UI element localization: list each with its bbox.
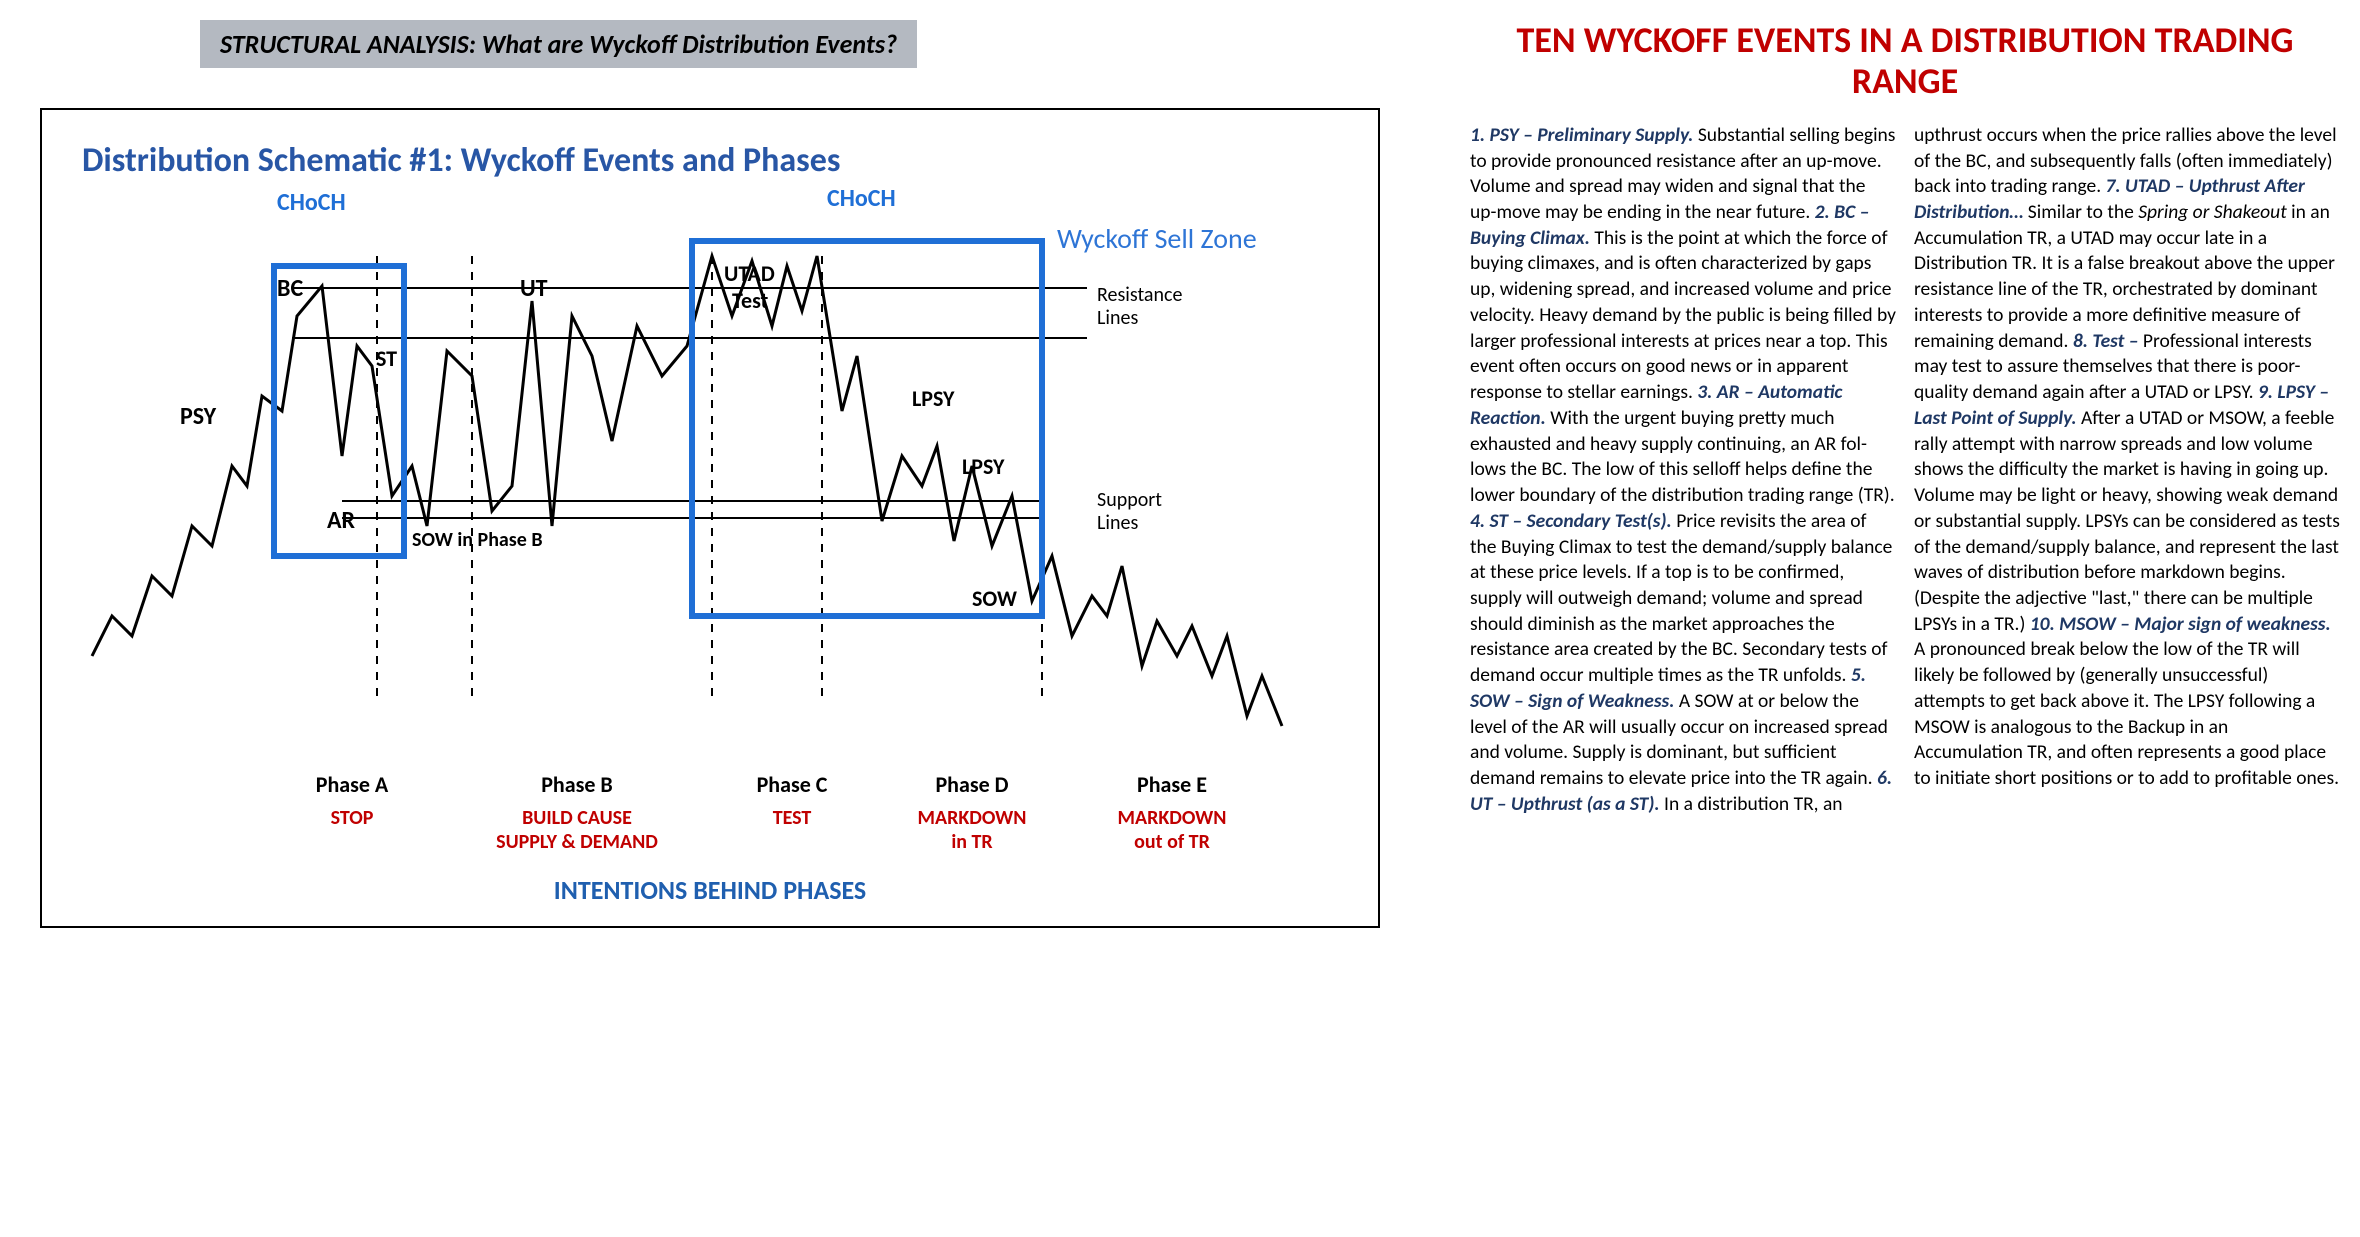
svg-text:LPSY: LPSY: [912, 385, 955, 412]
choch-label-2: CHoCH: [827, 184, 896, 213]
phase-name: Phase E: [1072, 771, 1272, 798]
phase-desc: BUILD CAUSESUPPLY & DEMAND: [442, 806, 712, 854]
events-text: 1. PSY – Preliminary Supply. Substantial…: [1470, 123, 2340, 818]
svg-text:SOW in Phase B: SOW in Phase B: [412, 528, 543, 552]
phase-col: Phase E MARKDOWNout of TR: [1072, 771, 1272, 854]
svg-text:UT: UT: [520, 274, 548, 303]
svg-text:Resistance: Resistance: [1097, 283, 1182, 307]
svg-text:Support: Support: [1097, 488, 1162, 512]
phase-desc: MARKDOWNout of TR: [1072, 806, 1272, 854]
svg-text:ST: ST: [376, 345, 397, 372]
chart-area: CHoCH CHoCH Wyckoff Sell Zone PSYBCSTARU…: [82, 196, 1338, 761]
svg-text:BC: BC: [277, 274, 303, 303]
svg-text:Lines: Lines: [1097, 306, 1138, 330]
phase-row: Phase A STOPPhase B BUILD CAUSESUPPLY & DE…: [82, 771, 1338, 854]
phase-name: Phase B: [442, 771, 712, 798]
phase-name: Phase C: [712, 771, 872, 798]
chart-svg: PSY BC ST AR UT SOW in Phase B UTADTest LPSY LPS…: [82, 196, 1342, 756]
svg-text:PSY: PSY: [180, 402, 217, 431]
intentions-label: INTENTIONS BEHIND PHASES: [82, 874, 1338, 906]
phase-col: Phase C TEST: [712, 771, 872, 854]
sellzone-label: Wyckoff Sell Zone: [1057, 221, 1257, 256]
chart-container: Distribution Schematic #1: Wyckoff Event…: [40, 108, 1380, 928]
right-column: TEN WYCKOFF EVENTS IN A DISTRIBUTION TRA…: [1470, 20, 2340, 818]
phase-desc: STOP: [262, 806, 442, 830]
phase-name: Phase D: [872, 771, 1072, 798]
phase-desc: TEST: [712, 806, 872, 830]
phase-name: Phase A: [262, 771, 442, 798]
page-layout: STRUCTURAL ANALYSIS: What are Wyckoff Di…: [20, 20, 2340, 928]
right-title: TEN WYCKOFF EVENTS IN A DISTRIBUTION TRA…: [1470, 20, 2340, 103]
header-title: STRUCTURAL ANALYSIS: What are Wyckoff Di…: [200, 20, 917, 68]
svg-text:SOW: SOW: [972, 585, 1017, 612]
svg-text:AR: AR: [327, 506, 356, 535]
phase-desc: MARKDOWNin TR: [872, 806, 1072, 854]
svg-text:Test: Test: [732, 287, 769, 314]
choch-label-1: CHoCH: [277, 188, 346, 217]
svg-text:Lines: Lines: [1097, 511, 1138, 535]
phase-col: Phase A STOP: [262, 771, 442, 854]
phase-col: Phase D MARKDOWNin TR: [872, 771, 1072, 854]
svg-text:LPSY: LPSY: [962, 453, 1005, 480]
left-column: STRUCTURAL ANALYSIS: What are Wyckoff Di…: [20, 20, 1440, 928]
chart-title: Distribution Schematic #1: Wyckoff Event…: [82, 140, 1338, 181]
phase-col: Phase B BUILD CAUSESUPPLY & DEMAND: [442, 771, 712, 854]
svg-text:UTAD: UTAD: [724, 260, 775, 287]
